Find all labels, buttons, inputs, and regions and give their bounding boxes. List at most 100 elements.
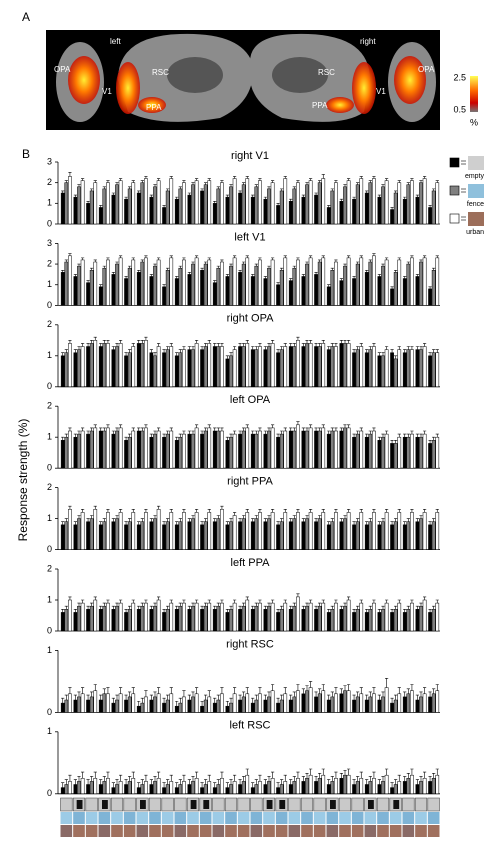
bar (106, 259, 110, 306)
error-bar (106, 180, 110, 183)
bar (169, 346, 174, 388)
error-bar (220, 599, 224, 604)
bar (220, 261, 224, 306)
error-bar (175, 782, 179, 788)
thumbnail-fence (377, 812, 389, 824)
bar (203, 784, 208, 795)
error-bar (162, 697, 166, 704)
error-bar (309, 509, 313, 513)
bar (381, 781, 385, 795)
bar (343, 690, 347, 713)
error-bar (415, 694, 419, 700)
error-bar (428, 440, 432, 444)
bar (435, 602, 440, 632)
bar (187, 274, 192, 306)
bar (200, 609, 204, 632)
bar (317, 518, 322, 550)
bar (314, 609, 318, 632)
error-bar (394, 355, 398, 359)
thumbnail-urban (174, 825, 187, 837)
bar (276, 702, 280, 713)
error-bar (283, 427, 287, 431)
error-bar (128, 186, 132, 189)
error-bar (423, 509, 427, 513)
error-bar (254, 263, 258, 267)
bar (80, 346, 85, 388)
thumbnail-urban (288, 825, 301, 837)
bar (89, 343, 94, 388)
error-bar (397, 774, 401, 782)
bar (207, 343, 212, 388)
bar (220, 182, 224, 225)
bar (144, 696, 148, 713)
thumbnail-urban (237, 825, 250, 837)
roi-label: PPA (146, 103, 162, 112)
error-bar (321, 684, 325, 691)
bar (136, 787, 141, 795)
error-bar (204, 261, 208, 265)
thumbnail-fence (237, 812, 250, 824)
error-bar (245, 255, 249, 258)
bar (64, 784, 69, 795)
thumbnail-object (102, 800, 108, 809)
error-bar (149, 274, 153, 277)
error-bar (128, 605, 132, 610)
bar (80, 180, 85, 225)
error-bar (207, 599, 211, 604)
legend-label: empty (465, 173, 485, 180)
bar (245, 343, 250, 388)
thumbnail-fence (263, 812, 275, 824)
error-bar (242, 691, 246, 697)
error-bar (111, 272, 115, 275)
error-bar (162, 205, 166, 208)
bar (368, 781, 373, 795)
error-bar (292, 515, 296, 519)
error-bar (267, 343, 271, 347)
bar (194, 343, 199, 388)
thumbnail-urban (136, 825, 149, 837)
bar (317, 778, 322, 795)
activation (68, 56, 100, 104)
bar (410, 433, 414, 469)
bar (115, 518, 119, 550)
bar (364, 192, 369, 225)
bar (229, 609, 233, 632)
bar (165, 609, 170, 632)
error-bar (238, 694, 242, 700)
error-bar (166, 188, 170, 191)
error-bar (347, 509, 351, 513)
bar (321, 343, 326, 388)
error-bar (321, 255, 325, 258)
thumbnail-fence (402, 812, 415, 824)
error-bar (229, 697, 233, 704)
error-bar (119, 255, 123, 258)
bar (397, 259, 402, 306)
error-bar (115, 602, 119, 607)
bar (381, 521, 385, 550)
bar (64, 436, 69, 469)
bar (115, 430, 119, 469)
thumbnail-urban (212, 825, 225, 837)
bar (406, 436, 411, 469)
thumbnail-urban (187, 825, 199, 837)
chart-title: right RSC (226, 638, 274, 650)
thumbnail-object (393, 800, 400, 809)
bar (89, 781, 94, 795)
y-tick-label: 1 (47, 645, 52, 655)
colorbar (470, 76, 478, 112)
error-bar (368, 259, 372, 262)
error-bar (115, 515, 119, 519)
error-bar (283, 176, 287, 179)
bar (232, 257, 237, 306)
bar (254, 605, 259, 632)
error-bar (321, 340, 325, 344)
error-bar (86, 605, 90, 610)
y-tick-label: 2 (47, 401, 52, 411)
bar (86, 346, 90, 388)
error-bar (90, 340, 94, 344)
error-bar (254, 602, 258, 607)
thumbnail-fence (98, 812, 111, 824)
error-bar (182, 690, 186, 697)
error-bar (169, 774, 173, 782)
bar (165, 270, 170, 306)
